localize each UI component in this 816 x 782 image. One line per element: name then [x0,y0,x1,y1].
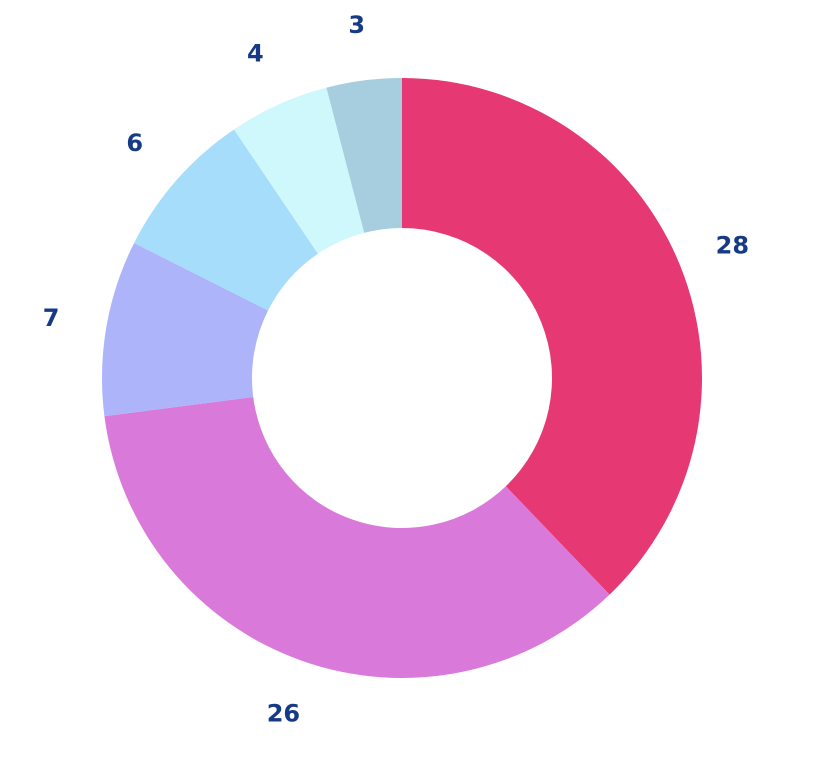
slices-group [102,78,703,678]
slice-label-26: 26 [267,700,300,728]
slice-label-3: 3 [348,11,365,39]
slice-4 [234,87,365,254]
labels-group: 28 26 7 6 4 3 [43,11,749,728]
slice-26 [104,397,610,678]
slice-label-7: 7 [43,304,60,332]
slice-7 [102,242,269,417]
slice-label-4: 4 [247,40,264,68]
slice-label-6: 6 [126,129,143,157]
slice-6 [134,129,319,311]
slice-label-28: 28 [716,231,749,259]
slice-3 [326,78,402,233]
slice-28 [402,78,703,595]
